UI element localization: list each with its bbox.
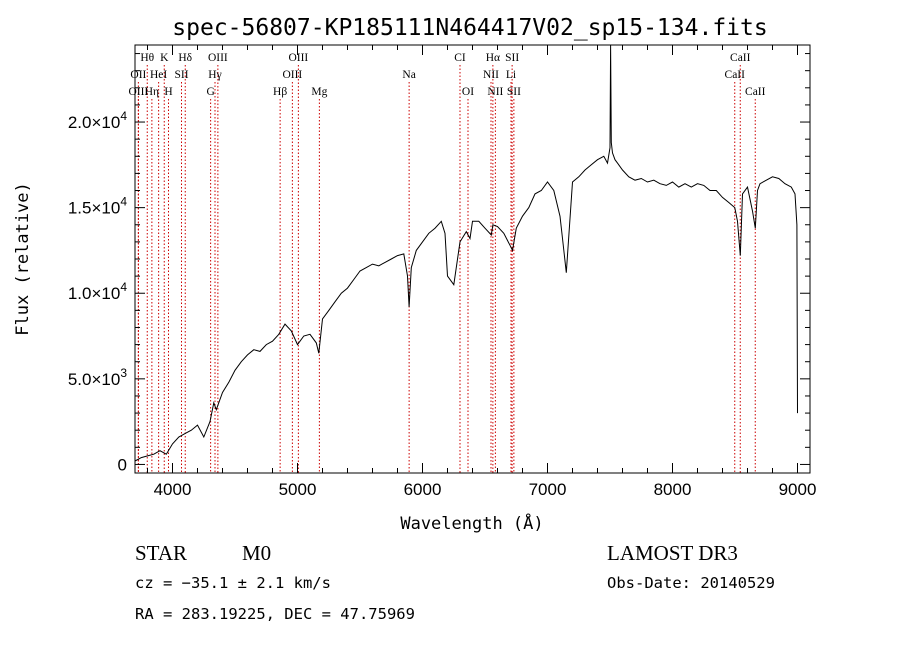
x-tick-label: 7000: [529, 480, 567, 499]
spectral-line-label: Na: [402, 69, 415, 81]
spectral-line-label: Hη: [145, 86, 159, 98]
spectral-line-label: Hθ: [140, 52, 154, 64]
spectral-line-label: NII: [483, 69, 499, 81]
spectral-line-label: CaII: [725, 69, 746, 81]
spectral-line-label: OI: [462, 86, 474, 98]
object-subclass: M0: [242, 541, 271, 565]
spectral-line-label: Li: [506, 69, 516, 81]
y-tick-mantissa: 2.0×10: [68, 113, 120, 132]
spectral-line-label: OIII: [208, 52, 228, 64]
plot-frame: [134, 44, 811, 474]
spectral-line-label: Hα: [486, 52, 500, 64]
spectral-line-labels: Hθ K Hδ OIII OIII CI Hα SII CaII OII HeI SII Hγ OIII N…: [128, 52, 765, 98]
survey-name: LAMOST DR3: [607, 541, 738, 565]
y-tick-mantissa: 5.0×10: [68, 370, 120, 389]
y-tick-label: 0: [118, 455, 127, 474]
x-tick-label: 4000: [154, 480, 192, 499]
redshift-cz: cz = −35.1 ± 2.1 km/s: [135, 574, 331, 592]
spectral-line-label: Mg: [311, 86, 327, 98]
spectral-line-label: OIII: [282, 69, 302, 81]
y-tick-exponent: 3: [120, 366, 127, 380]
spectral-line-label: SII: [174, 69, 188, 81]
spectral-line-label: CaII: [730, 52, 751, 64]
spectral-line-label: CaII: [745, 86, 766, 98]
observation-date: Obs-Date: 20140529: [607, 574, 775, 592]
spectral-line-label: OII: [130, 69, 146, 81]
x-tick-label: 9000: [779, 480, 817, 499]
y-axis-label: Flux (relative): [13, 182, 33, 336]
y-tick-label: 1.0×104: [68, 280, 127, 303]
y-tick-label: 2.0×104: [68, 109, 127, 132]
y-tick-label: 1.5×104: [68, 195, 127, 218]
x-axis-label: Wavelength (Å): [400, 512, 543, 534]
spectral-line-label: SII: [505, 52, 519, 64]
spectral-line-markers: [137, 65, 756, 473]
object-class: STAR: [135, 541, 187, 565]
y-tick-label: 5.0×103: [68, 366, 127, 389]
spectral-line-label: NII: [487, 86, 503, 98]
spectral-line-label: Hδ: [178, 52, 192, 64]
spectrum-series-line: [134, 44, 798, 462]
spectral-line-label: HeI: [150, 69, 167, 81]
y-tick-exponent: 4: [120, 280, 127, 294]
x-tick-label: 6000: [404, 480, 442, 499]
x-tick-label: 8000: [654, 480, 692, 499]
spectral-line-label: Hγ: [208, 69, 221, 81]
y-tick-mantissa: 1.0×10: [68, 284, 120, 303]
y-tick-mantissa: 0: [118, 455, 127, 474]
x-tick-label: 5000: [279, 480, 317, 499]
spectral-line-label: K: [160, 52, 169, 64]
chart-title: spec-56807-KP185111N464417V02_sp15-134.f…: [172, 15, 767, 41]
spectral-line-label: G: [206, 86, 214, 98]
spectral-line-label: OIII: [288, 52, 308, 64]
coordinates: RA = 283.19225, DEC = 47.75969: [135, 605, 415, 623]
y-tick-mantissa: 1.5×10: [68, 199, 120, 218]
spectral-line-label: OIII: [128, 86, 148, 98]
spectral-line-label: H: [164, 86, 172, 98]
spectral-line-label: SII: [507, 86, 521, 98]
spectral-line-label: CI: [454, 52, 466, 64]
y-tick-exponent: 4: [120, 195, 127, 209]
y-tick-exponent: 4: [120, 109, 127, 123]
spectral-line-label: Hβ: [273, 86, 287, 98]
x-axis-ticks: 4000 5000 6000 7000 8000 9000: [147, 45, 817, 499]
